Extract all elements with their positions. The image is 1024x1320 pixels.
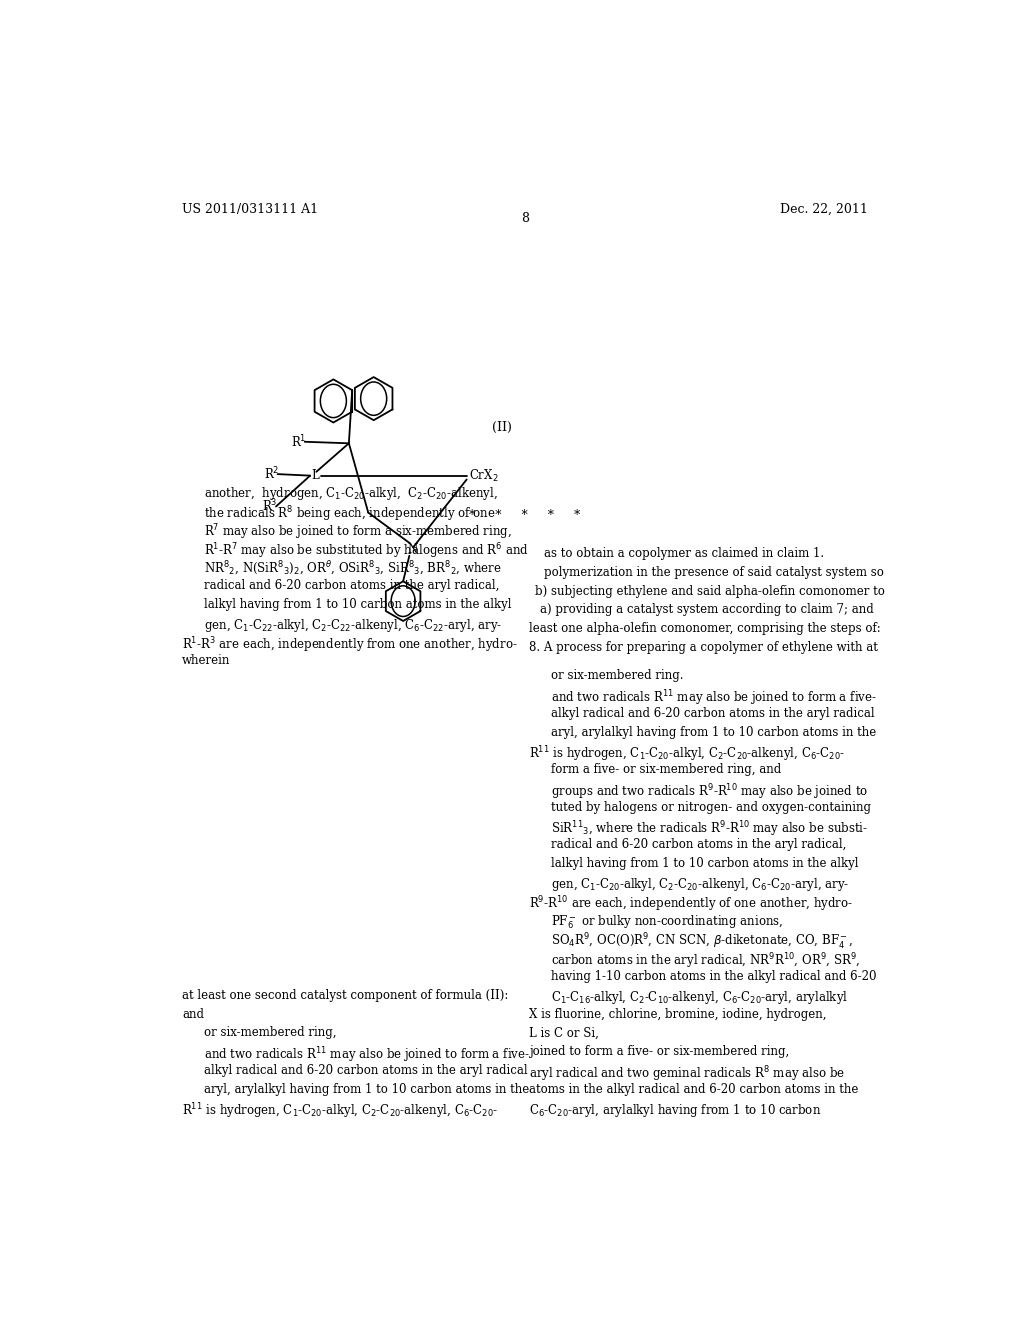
- Text: gen, C$_1$-C$_{20}$-alkyl, C$_2$-C$_{20}$-alkenyl, C$_6$-C$_{20}$-aryl, ary-: gen, C$_1$-C$_{20}$-alkyl, C$_2$-C$_{20}…: [551, 876, 850, 892]
- Text: R$^3$: R$^3$: [262, 498, 278, 515]
- Text: R$^1$-R$^3$ are each, independently from one another, hydro-: R$^1$-R$^3$ are each, independently from…: [182, 636, 517, 655]
- Text: SO$_4$R$^9$, OC(O)R$^9$, CN SCN, $\beta$-diketonate, CO, BF$_4^-$,: SO$_4$R$^9$, OC(O)R$^9$, CN SCN, $\beta$…: [551, 932, 853, 953]
- Text: and two radicals R$^{11}$ may also be joined to form a five-: and two radicals R$^{11}$ may also be jo…: [551, 688, 877, 708]
- Text: tuted by halogens or nitrogen- and oxygen-containing: tuted by halogens or nitrogen- and oxyge…: [551, 801, 871, 813]
- Text: R$^1$: R$^1$: [291, 433, 306, 450]
- Text: R$^9$-R$^{10}$ are each, independently of one another, hydro-: R$^9$-R$^{10}$ are each, independently o…: [528, 895, 853, 915]
- Text: R$^2$: R$^2$: [263, 466, 279, 482]
- Text: 8: 8: [521, 213, 528, 226]
- Text: alkyl radical and 6-20 carbon atoms in the aryl radical: alkyl radical and 6-20 carbon atoms in t…: [204, 1064, 527, 1077]
- Text: the radicals R$^8$ being each, independently of one: the radicals R$^8$ being each, independe…: [204, 504, 496, 524]
- Text: alkyl radical and 6-20 carbon atoms in the aryl radical: alkyl radical and 6-20 carbon atoms in t…: [551, 706, 874, 719]
- Text: joined to form a five- or six-membered ring,: joined to form a five- or six-membered r…: [528, 1045, 790, 1059]
- Text: form a five- or six-membered ring, and: form a five- or six-membered ring, and: [551, 763, 781, 776]
- Text: N: N: [407, 543, 417, 556]
- Text: radical and 6-20 carbon atoms in the aryl radical,: radical and 6-20 carbon atoms in the ary…: [551, 838, 847, 851]
- Text: wherein: wherein: [182, 655, 230, 668]
- Text: aryl, arylalkyl having from 1 to 10 carbon atoms in the: aryl, arylalkyl having from 1 to 10 carb…: [204, 1082, 529, 1096]
- Text: US 2011/0313111 A1: US 2011/0313111 A1: [182, 203, 318, 216]
- Text: aryl, arylalkyl having from 1 to 10 carbon atoms in the: aryl, arylalkyl having from 1 to 10 carb…: [551, 726, 877, 739]
- Text: Dec. 22, 2011: Dec. 22, 2011: [779, 203, 867, 216]
- Text: PF$_6^-$ or bulky non-coordinating anions,: PF$_6^-$ or bulky non-coordinating anion…: [551, 913, 783, 931]
- Text: L is C or Si,: L is C or Si,: [528, 1027, 599, 1039]
- Text: 8. A process for preparing a copolymer of ethylene with at: 8. A process for preparing a copolymer o…: [528, 642, 878, 653]
- Text: aryl radical and two geminal radicals R$^8$ may also be: aryl radical and two geminal radicals R$…: [528, 1064, 845, 1084]
- Text: SiR$^{11}$$_3$, where the radicals R$^9$-R$^{10}$ may also be substi-: SiR$^{11}$$_3$, where the radicals R$^9$…: [551, 820, 868, 840]
- Text: gen, C$_1$-C$_{22}$-alkyl, C$_2$-C$_{22}$-alkenyl, C$_6$-C$_{22}$-aryl, ary-: gen, C$_1$-C$_{22}$-alkyl, C$_2$-C$_{22}…: [204, 616, 503, 634]
- Text: least one alpha-olefin comonomer, comprising the steps of:: least one alpha-olefin comonomer, compri…: [528, 622, 881, 635]
- Text: another,  hydrogen, C$_1$-C$_{20}$-alkyl,  C$_2$-C$_{20}$-alkenyl,: another, hydrogen, C$_1$-C$_{20}$-alkyl,…: [204, 486, 498, 502]
- Text: having 1-10 carbon atoms in the alkyl radical and 6-20: having 1-10 carbon atoms in the alkyl ra…: [551, 970, 877, 983]
- Text: carbon atoms in the aryl radical, NR$^9$R$^{10}$, OR$^9$, SR$^9$,: carbon atoms in the aryl radical, NR$^9$…: [551, 952, 860, 970]
- Text: atoms in the alkyl radical and 6-20 carbon atoms in the: atoms in the alkyl radical and 6-20 carb…: [528, 1082, 858, 1096]
- Text: groups and two radicals R$^9$-R$^{10}$ may also be joined to: groups and two radicals R$^9$-R$^{10}$ m…: [551, 781, 868, 801]
- Text: lalkyl having from 1 to 10 carbon atoms in the alkyl: lalkyl having from 1 to 10 carbon atoms …: [204, 598, 512, 611]
- Text: at least one second catalyst component of formula (II):: at least one second catalyst component o…: [182, 989, 508, 1002]
- Text: b) subjecting ethylene and said alpha-olefin comonomer to: b) subjecting ethylene and said alpha-ol…: [536, 585, 886, 598]
- Text: or six-membered ring.: or six-membered ring.: [551, 669, 683, 682]
- Text: a) providing a catalyst system according to claim 7; and: a) providing a catalyst system according…: [540, 603, 873, 616]
- Text: and two radicals R$^{11}$ may also be joined to form a five-: and two radicals R$^{11}$ may also be jo…: [204, 1045, 530, 1065]
- Text: lalkyl having from 1 to 10 carbon atoms in the alkyl: lalkyl having from 1 to 10 carbon atoms …: [551, 857, 858, 870]
- Text: NR$^8$$_2$, N(SiR$^8$$_3$)$_2$, OR$^{\theta}$, OSiR$^8$$_3$, SiR$^8$$_3$, BR$^8$: NR$^8$$_2$, N(SiR$^8$$_3$)$_2$, OR$^{\th…: [204, 561, 502, 578]
- Text: C$_1$-C$_{16}$-alkyl, C$_2$-C$_{10}$-alkenyl, C$_6$-C$_{20}$-aryl, arylalkyl: C$_1$-C$_{16}$-alkyl, C$_2$-C$_{10}$-alk…: [551, 989, 848, 1006]
- Text: and: and: [182, 1007, 204, 1020]
- Text: R$^{11}$ is hydrogen, C$_1$-C$_{20}$-alkyl, C$_2$-C$_{20}$-alkenyl, C$_6$-C$_{20: R$^{11}$ is hydrogen, C$_1$-C$_{20}$-alk…: [528, 744, 845, 764]
- Text: as to obtain a copolymer as claimed in claim 1.: as to obtain a copolymer as claimed in c…: [545, 546, 824, 560]
- Text: (II): (II): [493, 421, 512, 434]
- Text: X is fluorine, chlorine, bromine, iodine, hydrogen,: X is fluorine, chlorine, bromine, iodine…: [528, 1007, 826, 1020]
- Text: L: L: [311, 469, 319, 482]
- Text: *     *     *     *     *: * * * * *: [469, 510, 581, 523]
- Text: radical and 6-20 carbon atoms in the aryl radical,: radical and 6-20 carbon atoms in the ary…: [204, 579, 500, 593]
- Text: R$^7$ may also be joined to form a six-membered ring,: R$^7$ may also be joined to form a six-m…: [204, 523, 512, 543]
- Text: or six-membered ring,: or six-membered ring,: [204, 1027, 337, 1039]
- Text: R$^1$-R$^7$ may also be substituted by halogens and R$^6$ and: R$^1$-R$^7$ may also be substituted by h…: [204, 541, 529, 561]
- Text: CrX$_2$: CrX$_2$: [469, 467, 499, 483]
- Text: C$_6$-C$_{20}$-aryl, arylalkyl having from 1 to 10 carbon: C$_6$-C$_{20}$-aryl, arylalkyl having fr…: [528, 1102, 821, 1118]
- Text: R$^{11}$ is hydrogen, C$_1$-C$_{20}$-alkyl, C$_2$-C$_{20}$-alkenyl, C$_6$-C$_{20: R$^{11}$ is hydrogen, C$_1$-C$_{20}$-alk…: [182, 1102, 499, 1121]
- Text: polymerization in the presence of said catalyst system so: polymerization in the presence of said c…: [545, 566, 884, 578]
